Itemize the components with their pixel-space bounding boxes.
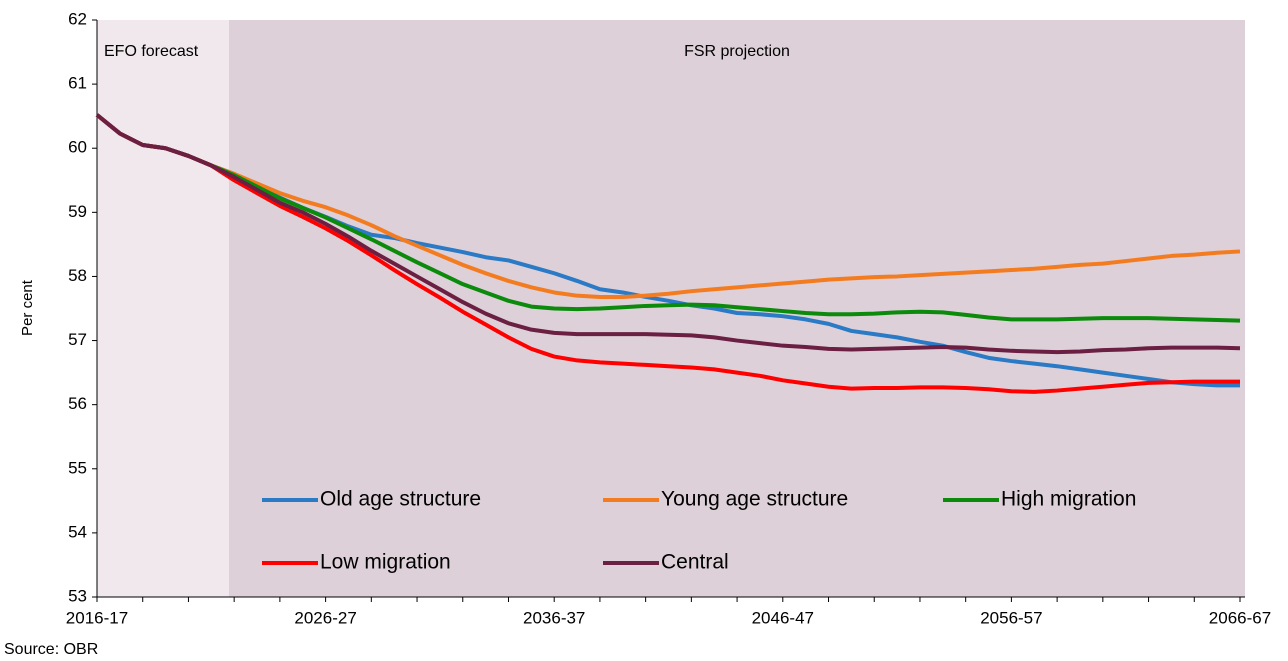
legend-label: Young age structure: [661, 488, 848, 511]
series-line: [95, 113, 1241, 299]
y-tick-label: 57: [68, 330, 87, 349]
y-tick-label: 56: [68, 394, 87, 413]
y-tick-label: 53: [68, 586, 87, 605]
legend-label: Low migration: [320, 551, 451, 574]
legend-label: Old age structure: [320, 488, 481, 511]
annotation: EFO forecast: [104, 43, 199, 60]
x-tick-label: 2056-57: [980, 608, 1042, 627]
y-tick-label: 61: [68, 74, 87, 93]
x-tick-label: 2026-27: [294, 608, 356, 627]
series-line: [95, 113, 1240, 394]
y-tick-label: 54: [68, 522, 87, 541]
source: Source: OBR: [4, 641, 98, 658]
y-tick-label: 58: [68, 266, 87, 285]
annotation: FSR projection: [684, 43, 790, 60]
x-tick-label: 2046-47: [752, 608, 814, 627]
x-tick-label: 2066-67: [1209, 608, 1271, 627]
y-tick-label: 59: [68, 202, 87, 221]
x-tick-label: 2016-17: [66, 608, 128, 627]
y-tick-label: 62: [68, 9, 87, 28]
x-tick-label: 2036-37: [523, 608, 585, 627]
legend-label: High migration: [1001, 488, 1136, 511]
legend-label: Central: [661, 551, 729, 574]
series-line: [95, 113, 1241, 323]
forecast-region: [97, 20, 229, 597]
y-tick-label: 60: [68, 138, 87, 157]
y-axis-label: Per cent: [19, 279, 36, 336]
series-line: [95, 113, 1241, 355]
y-tick-label: 55: [68, 458, 87, 477]
